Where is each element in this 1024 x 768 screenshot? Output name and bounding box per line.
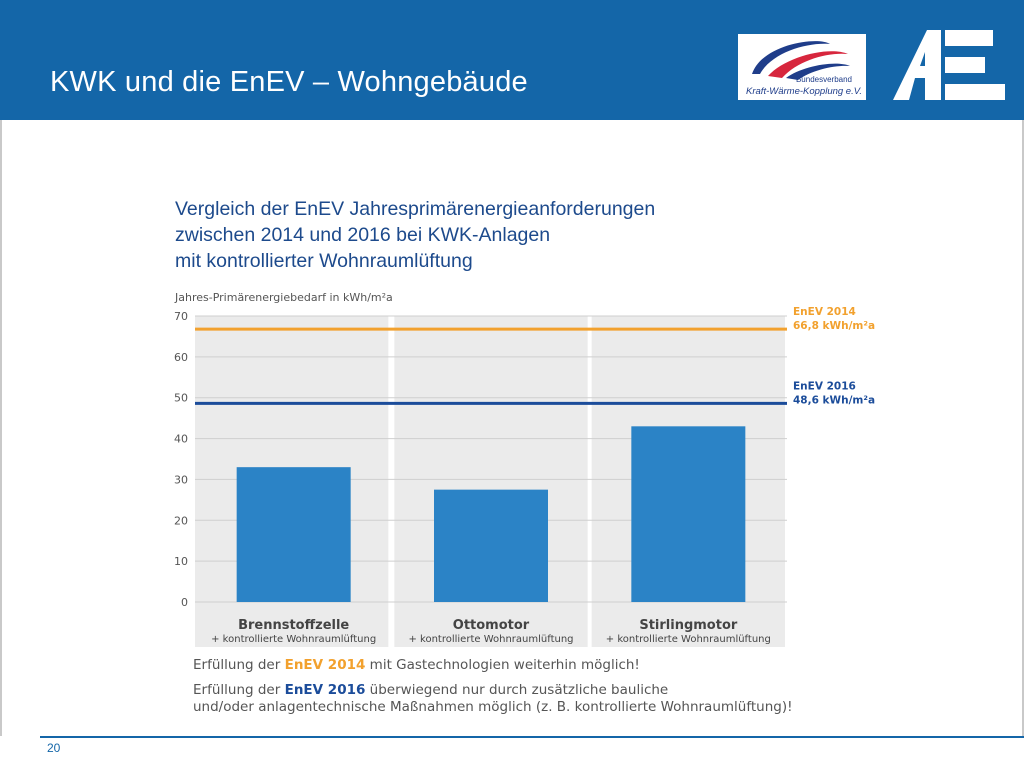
bar [631,426,746,602]
bkwk-swoosh-icon [752,41,850,80]
bar-chart: 0 10 20 30 40 50 60 70 Jahres-Primärenergiebedar… [174,291,875,647]
note-enev2016-cont: und/oder anlagentechnische Maßnahmen mög… [193,699,793,715]
bkwk-logo-line2: Kraft-Wärme-Kopplung e.V. [746,86,862,97]
footer-line [40,736,1024,738]
x-category-sublabel: + kontrollierte Wohnraumlüftung [211,634,376,645]
subtitle-line-2: zwischen 2014 und 2016 bei KWK-Anlagen [175,224,551,246]
y-tick-label: 60 [174,351,188,364]
bkwk-logo: Bundesverband Kraft-Wärme-Kopplung e.V. [738,34,866,100]
note2-highlight: EnEV 2016 [284,682,366,698]
y-tick-label: 40 [174,433,188,446]
x-category-label: Stirlingmotor [639,618,738,633]
note-enev2016: Erfüllung der EnEV 2016 überwiegend nur … [193,682,668,698]
subtitle-line-1: Vergleich der EnEV Jahresprimärenergiean… [175,198,656,220]
y-tick-label: 10 [174,555,188,568]
y-axis-label: Jahres-Primärenergiebedarf in kWh/m²a [174,291,393,304]
x-category-label: Ottomotor [453,618,530,633]
ae-logo-icon [893,30,1005,100]
note1-text-b: mit Gastechnologien weiterhin möglich! [365,657,640,673]
y-tick-label: 0 [181,596,188,609]
page-number: 20 [47,741,61,755]
reference-line-value: 48,6 kWh/m²a [793,394,875,406]
reference-line-label: EnEV 2016 [793,380,856,392]
bar [434,489,548,602]
y-tick-label: 70 [174,310,188,323]
x-category-sublabel: + kontrollierte Wohnraumlüftung [408,634,573,645]
subtitle-line-3: mit kontrollierter Wohnraumlüftung [175,250,473,272]
y-tick-label: 20 [174,514,188,527]
chart-subtitle: Vergleich der EnEV Jahresprimärenergiean… [175,196,775,274]
note2-text-a: Erfüllung der [193,682,285,698]
reference-line-label: EnEV 2014 [793,306,856,318]
bkwk-logo-line1: Bundesverband [795,75,852,84]
y-tick-label: 50 [174,392,188,405]
note1-highlight: EnEV 2014 [284,657,366,673]
header-bar: KWK und die EnEV – Wohngebäude Bundesver… [0,0,1024,120]
slide-title: KWK und die EnEV – Wohngebäude [50,66,528,98]
reference-line-value: 66,8 kWh/m²a [793,320,875,332]
y-tick-label: 30 [174,473,188,486]
frame-right [1022,120,1024,736]
x-category-sublabel: + kontrollierte Wohnraumlüftung [606,634,771,645]
note2-text-b: überwiegend nur durch zusätzliche baulic… [365,682,669,698]
bar [236,467,351,602]
note-enev2014: Erfüllung der EnEV 2014 mit Gastechnolog… [193,657,640,673]
x-category-label: Brennstoffzelle [238,618,349,633]
note1-text-a: Erfüllung der [193,657,285,673]
frame-left [0,120,2,736]
